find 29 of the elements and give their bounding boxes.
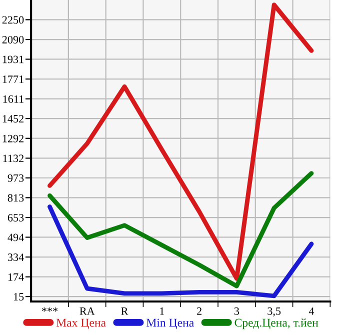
line-series xyxy=(48,2,314,281)
x-tick-label: 3 xyxy=(234,307,240,315)
legend-label: Сред.Цена, т.йен xyxy=(234,318,318,330)
y-tick-label: 174 xyxy=(8,273,24,281)
legend-label: Min Цена xyxy=(146,318,194,330)
y-tick-label: 494 xyxy=(8,234,24,242)
x-tick-label: 1 xyxy=(160,307,164,315)
y-tick-label: 1771 xyxy=(2,76,24,83)
y-tick-label: 813 xyxy=(8,194,24,202)
x-tick-label: 2 xyxy=(197,307,202,315)
x-tick-label: 4 xyxy=(308,307,314,315)
y-tick-label: 2090 xyxy=(2,36,24,44)
line-series xyxy=(48,204,314,298)
y-tick-label: 1132 xyxy=(3,154,24,162)
x-tick-label: R xyxy=(121,307,128,315)
y-tick-label: 973 xyxy=(8,174,24,182)
y-tick-label: 653 xyxy=(8,214,24,222)
x-tick-label: 3,5 xyxy=(268,307,281,316)
y-tick-label: 1292 xyxy=(2,134,24,142)
legend-label: Max Цена xyxy=(56,318,106,330)
y-tick-label: 2250 xyxy=(2,16,24,24)
x-tick-label: RA xyxy=(80,307,95,315)
y-tick-label: 1452 xyxy=(2,115,24,123)
x-tick-label: *** xyxy=(42,307,58,312)
line-series xyxy=(48,171,314,288)
y-tick-label: 334 xyxy=(8,254,24,261)
y-tick-label: 15 xyxy=(14,293,24,301)
y-tick-label: 1931 xyxy=(2,56,24,64)
y-tick-label: 1611 xyxy=(3,95,24,103)
